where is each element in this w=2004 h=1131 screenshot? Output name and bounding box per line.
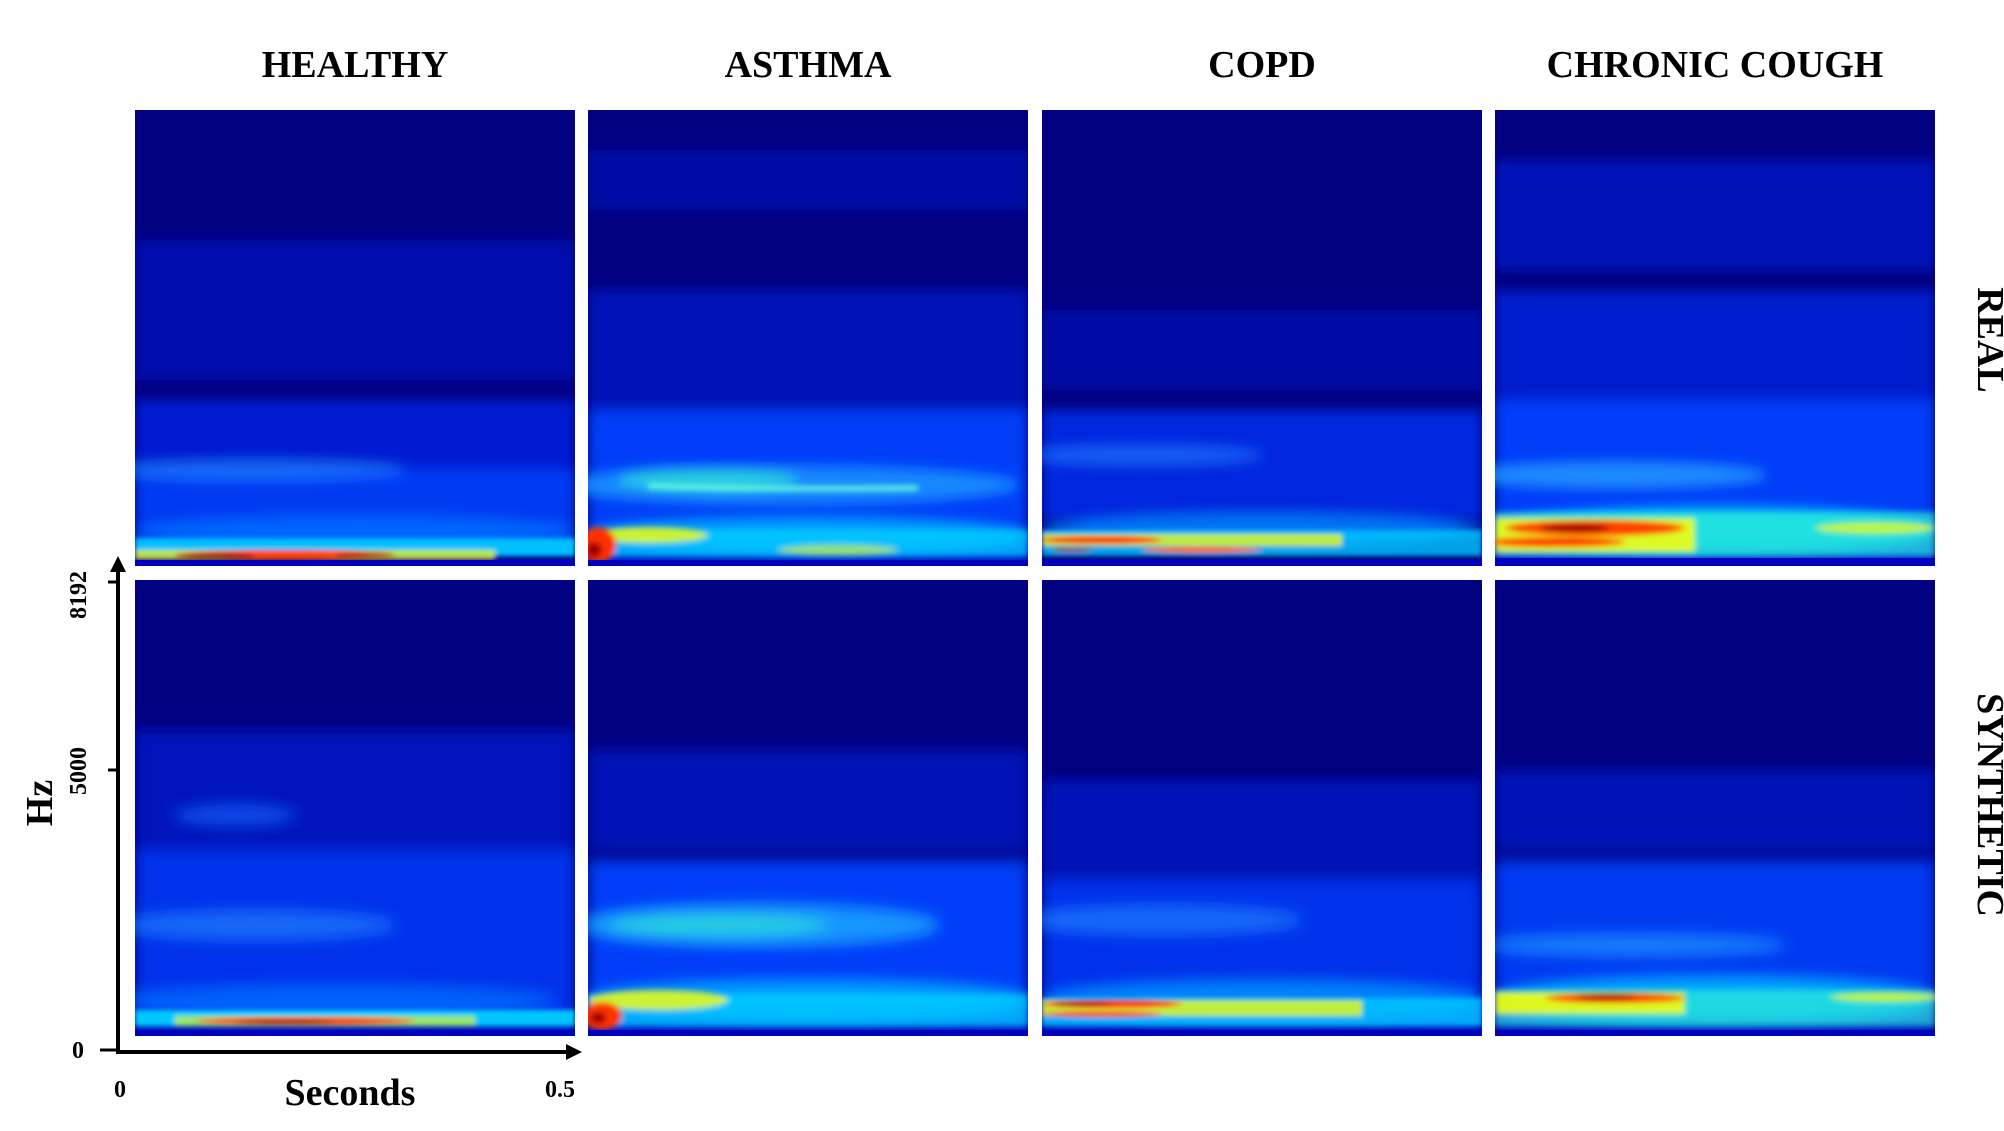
spectrogram-synthetic-chronic-cough bbox=[1495, 580, 1935, 1036]
column-title-healthy: HEALTHY bbox=[261, 44, 449, 86]
spectrogram-synthetic-asthma bbox=[588, 580, 1028, 1036]
spectrogram-real-healthy bbox=[135, 110, 575, 566]
x-tick-label-0.5: 0.5 bbox=[545, 1077, 575, 1103]
y-axis-title: Hz bbox=[19, 779, 61, 827]
x-tick-label-0: 0 bbox=[114, 1077, 126, 1103]
y-tick-label-8192: 8192 bbox=[66, 571, 92, 619]
column-title-copd: COPD bbox=[1208, 44, 1316, 86]
column-title-asthma: ASTHMA bbox=[724, 44, 892, 86]
y-tick-label-0: 0 bbox=[72, 1038, 84, 1064]
x-axis-title: Seconds bbox=[284, 1072, 416, 1114]
x-axis-arrowhead bbox=[566, 1044, 582, 1060]
spectrogram-synthetic-copd bbox=[1042, 580, 1482, 1036]
column-title-chronic-cough: CHRONIC COUGH bbox=[1546, 44, 1884, 86]
y-tick-label-5000: 5000 bbox=[66, 747, 92, 795]
y-axis-arrowhead bbox=[110, 556, 126, 572]
spectrogram-real-chronic-cough bbox=[1495, 110, 1935, 566]
spectrogram-real-asthma bbox=[588, 110, 1028, 566]
spectrogram-synthetic-healthy bbox=[135, 580, 575, 1036]
spectrogram-real-copd bbox=[1042, 110, 1482, 566]
